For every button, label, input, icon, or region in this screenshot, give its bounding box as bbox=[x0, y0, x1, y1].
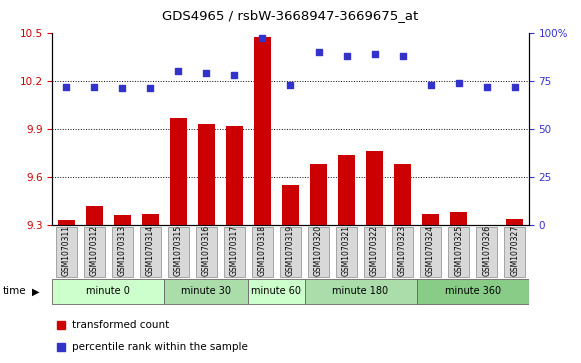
FancyBboxPatch shape bbox=[52, 279, 164, 303]
FancyBboxPatch shape bbox=[392, 227, 413, 277]
Point bbox=[510, 83, 519, 89]
Point bbox=[174, 68, 183, 74]
Point bbox=[342, 53, 351, 59]
Bar bbox=[114, 216, 131, 225]
Text: percentile rank within the sample: percentile rank within the sample bbox=[72, 342, 248, 352]
Bar bbox=[198, 124, 215, 225]
Point bbox=[454, 80, 463, 86]
Text: GSM1070319: GSM1070319 bbox=[286, 225, 295, 276]
Point bbox=[314, 49, 323, 55]
FancyBboxPatch shape bbox=[112, 227, 133, 277]
Bar bbox=[366, 151, 383, 225]
FancyBboxPatch shape bbox=[304, 279, 417, 303]
Text: GSM1070323: GSM1070323 bbox=[398, 225, 407, 276]
Text: GSM1070312: GSM1070312 bbox=[90, 225, 99, 276]
Point bbox=[258, 36, 267, 41]
Text: GSM1070325: GSM1070325 bbox=[454, 225, 463, 276]
Text: GSM1070318: GSM1070318 bbox=[258, 225, 267, 276]
Point bbox=[286, 82, 295, 87]
FancyBboxPatch shape bbox=[336, 227, 357, 277]
Text: GSM1070311: GSM1070311 bbox=[62, 225, 71, 276]
FancyBboxPatch shape bbox=[308, 227, 329, 277]
FancyBboxPatch shape bbox=[196, 227, 217, 277]
Bar bbox=[254, 37, 271, 225]
Text: GSM1070326: GSM1070326 bbox=[482, 225, 491, 276]
Text: GSM1070315: GSM1070315 bbox=[174, 225, 183, 276]
Point bbox=[398, 53, 407, 59]
Text: GDS4965 / rsbW-3668947-3669675_at: GDS4965 / rsbW-3668947-3669675_at bbox=[162, 9, 419, 22]
Text: GSM1070327: GSM1070327 bbox=[510, 225, 519, 276]
Text: GSM1070321: GSM1070321 bbox=[342, 225, 351, 276]
Point bbox=[370, 51, 379, 57]
Text: GSM1070316: GSM1070316 bbox=[202, 225, 211, 276]
FancyBboxPatch shape bbox=[56, 227, 77, 277]
Point bbox=[230, 72, 239, 78]
Point bbox=[118, 86, 127, 91]
Text: minute 180: minute 180 bbox=[332, 286, 389, 296]
Bar bbox=[338, 155, 355, 225]
FancyBboxPatch shape bbox=[417, 279, 529, 303]
FancyBboxPatch shape bbox=[420, 227, 441, 277]
Bar bbox=[142, 214, 159, 225]
FancyBboxPatch shape bbox=[140, 227, 161, 277]
FancyBboxPatch shape bbox=[164, 279, 249, 303]
Text: GSM1070324: GSM1070324 bbox=[426, 225, 435, 276]
Text: minute 0: minute 0 bbox=[87, 286, 130, 296]
Text: minute 30: minute 30 bbox=[181, 286, 231, 296]
FancyBboxPatch shape bbox=[252, 227, 273, 277]
Text: minute 60: minute 60 bbox=[252, 286, 302, 296]
Text: transformed count: transformed count bbox=[72, 320, 170, 330]
Point bbox=[426, 82, 435, 87]
Bar bbox=[170, 118, 187, 225]
Bar bbox=[86, 206, 103, 225]
FancyBboxPatch shape bbox=[84, 227, 105, 277]
Text: GSM1070317: GSM1070317 bbox=[230, 225, 239, 276]
FancyBboxPatch shape bbox=[249, 279, 304, 303]
Point bbox=[482, 83, 492, 89]
Bar bbox=[422, 214, 439, 225]
FancyBboxPatch shape bbox=[280, 227, 301, 277]
Bar bbox=[310, 164, 327, 225]
Bar bbox=[226, 126, 243, 225]
Text: time: time bbox=[3, 286, 27, 297]
FancyBboxPatch shape bbox=[448, 227, 469, 277]
Bar bbox=[58, 220, 75, 225]
Bar bbox=[394, 164, 411, 225]
FancyBboxPatch shape bbox=[224, 227, 245, 277]
Text: GSM1070322: GSM1070322 bbox=[370, 225, 379, 276]
Bar bbox=[282, 185, 299, 225]
Text: GSM1070314: GSM1070314 bbox=[146, 225, 155, 276]
Text: minute 360: minute 360 bbox=[444, 286, 501, 296]
Bar bbox=[506, 219, 523, 225]
FancyBboxPatch shape bbox=[168, 227, 189, 277]
Point bbox=[62, 83, 71, 89]
Point bbox=[89, 83, 99, 89]
Text: GSM1070313: GSM1070313 bbox=[118, 225, 127, 276]
Text: GSM1070320: GSM1070320 bbox=[314, 225, 323, 276]
Bar bbox=[450, 212, 467, 225]
Point bbox=[146, 86, 155, 91]
FancyBboxPatch shape bbox=[364, 227, 385, 277]
Text: ▶: ▶ bbox=[33, 286, 40, 297]
FancyBboxPatch shape bbox=[504, 227, 525, 277]
FancyBboxPatch shape bbox=[476, 227, 497, 277]
Point bbox=[202, 70, 211, 76]
